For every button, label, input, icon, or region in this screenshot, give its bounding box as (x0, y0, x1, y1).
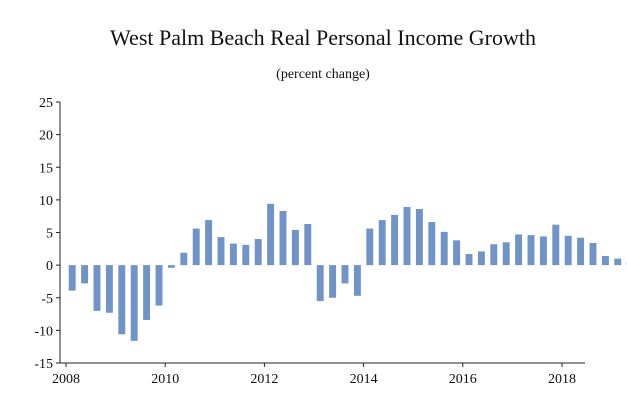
bar (242, 244, 250, 266)
bar (477, 251, 485, 266)
bar (539, 236, 547, 266)
y-tick-label: -5 (41, 292, 53, 307)
bar (341, 265, 349, 284)
y-tick-label: -10 (34, 324, 53, 339)
bar (366, 228, 374, 266)
bar (614, 258, 622, 266)
x-tick-label: 2012 (250, 372, 278, 387)
bar (428, 222, 436, 266)
bar (316, 265, 324, 302)
bar (105, 265, 113, 313)
x-tick-labels: 2008201020122014201620182020202220242026… (52, 372, 576, 387)
y-tick-label: 25 (39, 96, 53, 111)
bar (155, 265, 163, 306)
bar (229, 243, 237, 266)
y-tick-label: -15 (34, 357, 53, 372)
bar (453, 240, 461, 266)
x-tick-label: 2014 (350, 372, 378, 387)
bar (130, 265, 138, 341)
x-tick-label: 2016 (449, 372, 477, 387)
bar (217, 237, 225, 266)
bar (577, 237, 585, 266)
bar (93, 265, 101, 311)
y-tick-label: 15 (39, 161, 53, 176)
bar (589, 242, 597, 266)
chart-title: West Palm Beach Real Personal Income Gro… (110, 25, 536, 50)
y-tick-label: 10 (39, 194, 53, 209)
bar (403, 207, 411, 266)
bar (304, 224, 312, 266)
bar (527, 235, 535, 266)
bar (291, 229, 299, 266)
bars-group (68, 203, 627, 341)
bar (502, 242, 510, 266)
bar (391, 214, 399, 266)
bar (279, 210, 287, 266)
bar (192, 228, 200, 266)
bar (118, 265, 126, 335)
bar (143, 265, 151, 320)
bar (353, 265, 361, 296)
y-tick-labels: 25 20 15 10 5 0 -5 -10 -15 (34, 96, 53, 372)
bar (552, 224, 560, 266)
bar (601, 255, 609, 266)
bar (254, 239, 262, 266)
bar (180, 252, 188, 266)
bar (378, 220, 386, 266)
bar (465, 254, 473, 266)
bar (68, 265, 76, 291)
bar (329, 265, 337, 298)
bar (415, 209, 423, 266)
x-tick-label: 2018 (548, 372, 576, 387)
bar (267, 203, 275, 266)
bar (205, 220, 213, 266)
bar (167, 265, 175, 268)
bar (81, 265, 89, 284)
bar (515, 234, 523, 266)
chart-subtitle: (percent change) (276, 67, 370, 82)
y-tick-label: 5 (46, 227, 53, 242)
bar (490, 244, 498, 266)
x-tick-label: 2008 (52, 372, 80, 387)
y-tick-label: 20 (39, 129, 53, 144)
x-tick-label: 2010 (151, 372, 179, 387)
bar (440, 231, 448, 266)
bar (564, 235, 572, 266)
axes-group (56, 101, 585, 367)
y-tick-label: 0 (46, 259, 53, 274)
